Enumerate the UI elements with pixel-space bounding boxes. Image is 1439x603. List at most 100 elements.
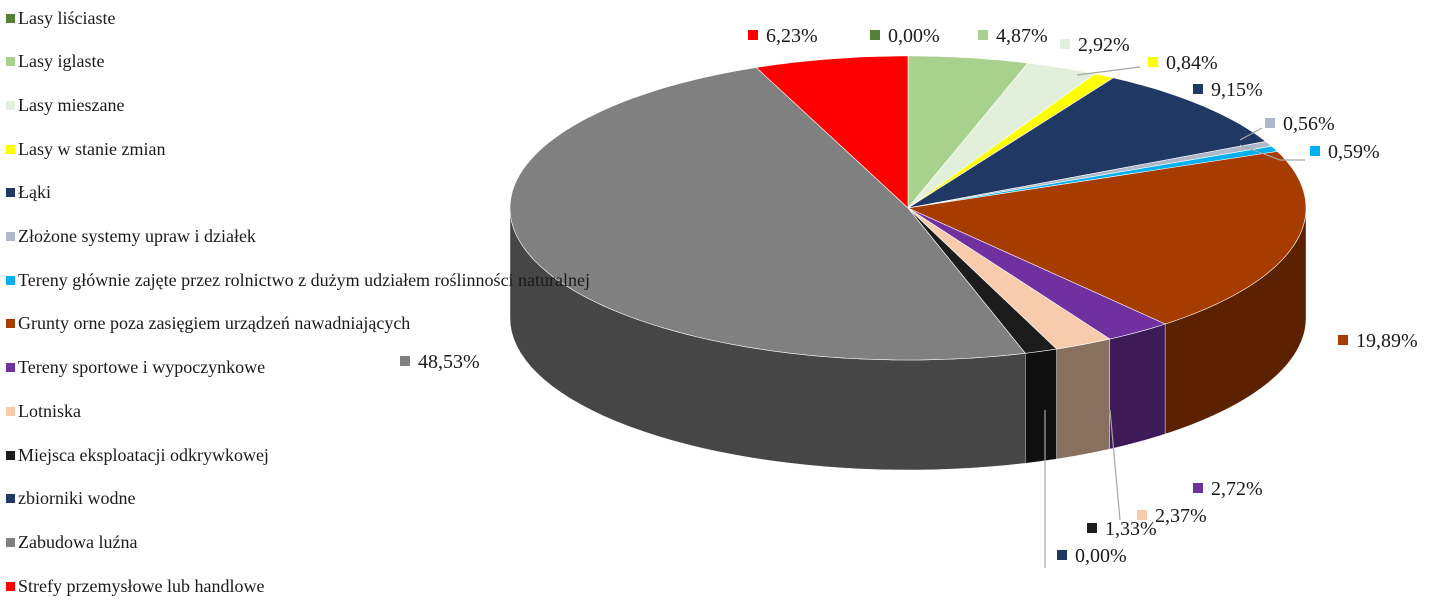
legend-label: Lasy iglaste	[18, 51, 105, 72]
data-label-lotniska: 2,37%	[1137, 505, 1207, 527]
legend-swatch	[6, 319, 15, 329]
data-label-laki: 9,15%	[1193, 79, 1263, 101]
slice-lasy-mieszane	[907, 62, 1096, 209]
data-label-swatch	[1137, 510, 1147, 520]
legend-swatch	[6, 13, 15, 23]
slice-strefy-przemyslowe-lub-handlowe	[755, 55, 909, 209]
data-label-swatch	[1265, 118, 1275, 128]
slice-side-miejsca-eksploatacji-odkrywkowej	[1025, 348, 1057, 464]
legend-item-zlozone-systemy-upraw-i-dzialek: Złożone systemy upraw i działek	[6, 223, 256, 251]
data-label-tereny-glownie-zajete-przez-rolnictwo-z-duzym-udzialem-roslinnosci-naturalnej: 0,59%	[1310, 141, 1380, 163]
legend-label: Strefy przemysłowe lub handlowe	[18, 575, 265, 596]
data-label-swatch	[400, 356, 410, 366]
data-label-text: 0,84%	[1166, 52, 1218, 74]
legend-swatch	[6, 100, 15, 110]
data-label-zlozone-systemy-upraw-i-dzialek: 0,56%	[1265, 113, 1335, 135]
slice-tereny-sportowe-i-wypoczynkowe	[907, 207, 1166, 340]
legend-swatch	[6, 275, 15, 285]
legend-label: Zabudowa luźna	[18, 531, 138, 552]
legend-item-strefy-przemyslowe-lub-handlowe: Strefy przemysłowe lub handlowe	[6, 572, 264, 600]
data-label-zabudowa-luzna: 48,53%	[400, 351, 480, 373]
legend-item-lasy-w-stanie-zmian: Lasy w stanie zmian	[6, 135, 165, 163]
data-label-text: 9,15%	[1211, 79, 1263, 101]
data-label-lasy-mieszane: 2,92%	[1060, 34, 1130, 56]
legend-label: Złożone systemy upraw i działek	[18, 226, 256, 246]
legend-item-miejsca-eksploatacji-odkrywkowej: Miejsca eksploatacji odkrywkowej	[6, 441, 269, 469]
legend-label: Lasy w stanie zmian	[18, 138, 166, 159]
slice-zabudowa-luzna	[509, 67, 1026, 361]
slice-side-tereny-sportowe-i-wypoczynkowe	[1109, 323, 1166, 450]
slice-laki	[907, 77, 1267, 209]
data-label-text: 0,59%	[1328, 141, 1380, 163]
legend-label: zbiorniki wodne	[18, 488, 136, 509]
data-label-text: 4,87%	[996, 25, 1048, 47]
legend-label: Tereny głównie zajęte przez rolnictwo z …	[18, 269, 591, 290]
legend-label: Łąki	[18, 182, 51, 203]
leader-line-lasy-w-stanie-zmian	[1076, 66, 1141, 76]
legend-swatch	[6, 406, 15, 416]
legend-label: Lasy liściaste	[18, 7, 116, 28]
data-label-swatch	[1193, 84, 1203, 94]
legend-label: Lasy mieszane	[18, 94, 125, 115]
legend-item-lasy-iglaste: Lasy iglaste	[6, 48, 104, 76]
legend-swatch	[6, 581, 15, 591]
data-label-swatch	[1148, 57, 1158, 67]
leader-line-zlozone-systemy-upraw-i-dzialek	[1239, 127, 1263, 141]
legend-item-laki: Łąki	[6, 179, 51, 207]
data-label-swatch	[748, 30, 758, 40]
legend-swatch	[6, 188, 15, 198]
data-label-text: 6,23%	[766, 25, 818, 47]
legend-item-zbiorniki-wodne: zbiorniki wodne	[6, 485, 135, 513]
data-label-text: 19,89%	[1356, 330, 1418, 352]
data-label-swatch	[1193, 483, 1203, 493]
data-label-tereny-sportowe-i-wypoczynkowe: 2,72%	[1193, 478, 1263, 500]
data-label-swatch	[978, 30, 988, 40]
legend-item-grunty-orne-poza-zasiegiem-urzadzen-nawadniajacych: Grunty orne poza zasięgiem urządzeń nawa…	[6, 310, 410, 338]
legend-item-lasy-lisciaste: Lasy liściaste	[6, 4, 115, 32]
legend-label: Tereny sportowe i wypoczynkowe	[18, 357, 266, 378]
data-label-lasy-iglaste: 4,87%	[978, 25, 1048, 47]
data-label-swatch	[1338, 335, 1348, 345]
slice-grunty-orne-poza-zasiegiem-urzadzen-nawadniajacych	[906, 151, 1307, 325]
data-label-text: 2,37%	[1155, 505, 1207, 527]
data-label-text: 1,33%	[1105, 518, 1157, 540]
data-label-text: 2,92%	[1078, 34, 1130, 56]
data-label-swatch	[1310, 146, 1320, 156]
legend-label: Grunty orne poza zasięgiem urządzeń nawa…	[18, 313, 411, 334]
legend-swatch	[6, 494, 15, 504]
data-label-zbiorniki-wodne: 0,00%	[1057, 545, 1127, 567]
slice-lotniska	[907, 207, 1111, 350]
legend-swatch	[6, 450, 15, 460]
slice-lasy-iglaste	[907, 55, 1029, 209]
legend-item-tereny-sportowe-i-wypoczynkowe: Tereny sportowe i wypoczynkowe	[6, 354, 265, 382]
legend-item-zabudowa-luzna: Zabudowa luźna	[6, 528, 137, 556]
legend-label: Lotniska	[18, 400, 81, 421]
data-label-lasy-w-stanie-zmian: 0,84%	[1148, 52, 1218, 74]
leader-line-lotniska	[1109, 409, 1121, 521]
data-label-swatch	[870, 30, 880, 40]
legend-label: Miejsca eksploatacji odkrywkowej	[18, 444, 269, 465]
slice-side-lotniska	[1056, 338, 1110, 460]
legend-item-lotniska: Lotniska	[6, 397, 81, 425]
data-label-swatch	[1060, 39, 1070, 49]
leader-line-tereny-glownie-zajete-przez-rolnictwo-z-duzym-udzialem-roslinnosci-naturalnej	[1239, 144, 1305, 161]
data-label-swatch	[1057, 550, 1067, 560]
data-label-text: 0,00%	[888, 25, 940, 47]
data-label-lasy-lisciaste: 0,00%	[870, 25, 940, 47]
data-label-text: 0,00%	[1075, 545, 1127, 567]
data-label-swatch	[1087, 523, 1097, 533]
slice-miejsca-eksploatacji-odkrywkowej	[907, 207, 1058, 354]
data-label-strefy-przemyslowe-lub-handlowe: 6,23%	[748, 25, 818, 47]
data-label-text: 2,72%	[1211, 478, 1263, 500]
legend-swatch	[6, 144, 15, 154]
data-label-text: 48,53%	[418, 351, 480, 373]
legend-item-lasy-mieszane: Lasy mieszane	[6, 91, 124, 119]
data-label-text: 0,56%	[1283, 113, 1335, 135]
data-label-miejsca-eksploatacji-odkrywkowej: 1,33%	[1087, 518, 1157, 540]
legend-item-tereny-glownie-zajete-przez-rolnictwo-z-duzym-udzialem-roslinnosci-naturalnej: Tereny głównie zajęte przez rolnictwo z …	[6, 266, 590, 294]
legend-swatch	[6, 363, 15, 373]
legend-swatch	[6, 57, 15, 67]
data-label-grunty-orne-poza-zasiegiem-urzadzen-nawadniajacych: 19,89%	[1338, 330, 1418, 352]
legend-swatch	[6, 232, 15, 241]
